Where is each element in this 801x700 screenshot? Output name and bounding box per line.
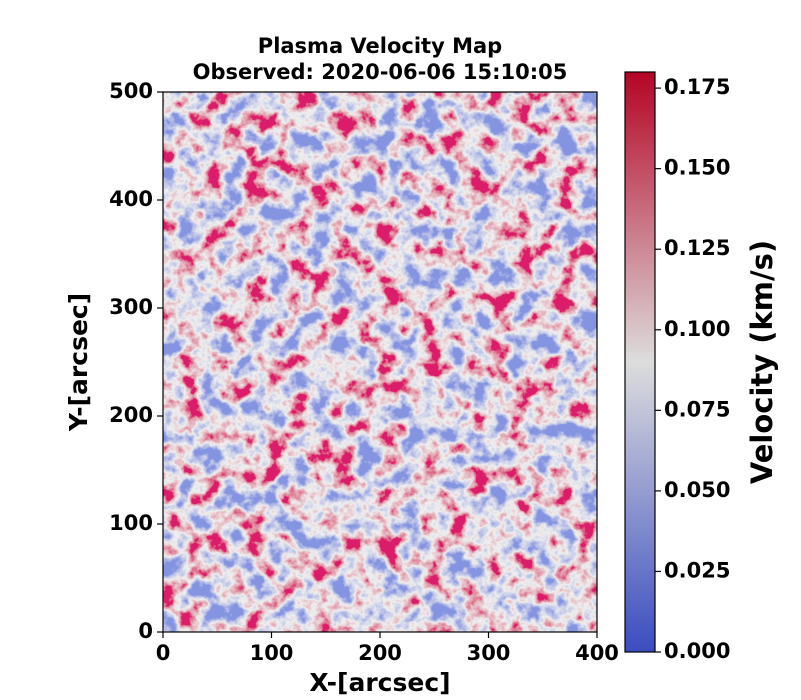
colorbar-tick-label: 0.050 [664,478,730,502]
colorbar [624,71,656,653]
x-tick-label: 100 [250,641,294,665]
x-axis-label: X-[arcsec] [309,668,450,697]
y-tick-label: 300 [109,295,153,319]
y-tick-label: 0 [138,619,153,643]
y-tick-label: 100 [109,511,153,535]
colorbar-tick-label: 0.000 [664,639,730,663]
x-tick-label: 200 [358,641,402,665]
y-tick-label: 500 [109,79,153,103]
chart-title: Plasma Velocity Map [258,34,502,58]
x-tick-label: 300 [467,641,511,665]
y-tick-label: 400 [109,187,153,211]
colorbar-tick-label: 0.150 [664,156,730,180]
x-tick-label: 400 [575,641,619,665]
heatmap [163,92,597,632]
colorbar-tick-label: 0.125 [664,236,730,260]
colorbar-tick-label: 0.100 [664,317,730,341]
y-tick-label: 200 [109,403,153,427]
chart-subtitle: Observed: 2020-06-06 15:10:05 [193,60,568,84]
colorbar-tick-label: 0.175 [664,75,730,99]
colorbar-tick-label: 0.025 [664,558,730,582]
y-axis-label: Y-[arcsec] [64,293,93,432]
x-tick-label: 0 [156,641,171,665]
colorbar-tick-label: 0.075 [664,397,730,421]
colorbar-label: Velocity (km/s) [745,240,779,484]
